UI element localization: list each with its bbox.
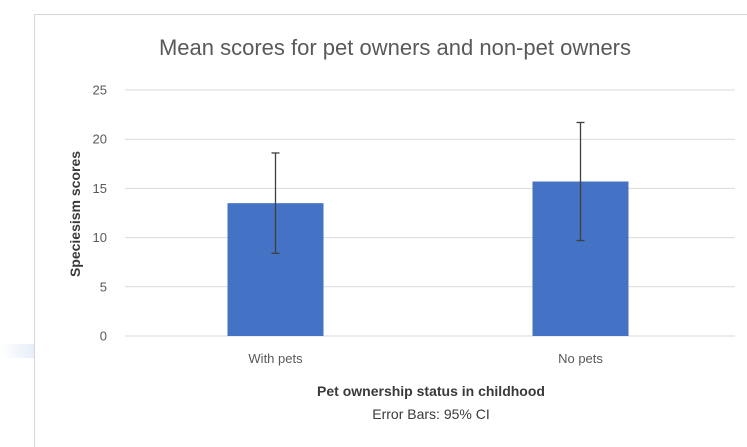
gridlines xyxy=(125,89,735,337)
y-tick-label: 25 xyxy=(93,83,107,98)
y-tick-label: 5 xyxy=(100,279,107,294)
y-tick-label: 10 xyxy=(93,230,107,245)
x-axis-title: Pet ownership status in childhood xyxy=(317,383,545,399)
x-tick-labels: With pets No pets xyxy=(248,351,603,366)
x-tick-label: With pets xyxy=(248,351,303,366)
error-bars xyxy=(271,121,585,254)
chart-title: Mean scores for pet owners and non-pet o… xyxy=(159,35,631,60)
bars xyxy=(227,181,629,336)
error-bars-note: Error Bars: 95% CI xyxy=(372,406,489,422)
y-tick-labels: 0 5 10 15 20 25 xyxy=(93,83,107,344)
y-tick-label: 0 xyxy=(100,329,107,344)
left-edge-accent xyxy=(0,344,34,358)
y-tick-label: 15 xyxy=(93,181,107,196)
y-axis-title: Speciesism scores xyxy=(67,151,83,277)
x-tick-label: No pets xyxy=(558,351,603,366)
y-tick-label: 20 xyxy=(93,132,107,147)
